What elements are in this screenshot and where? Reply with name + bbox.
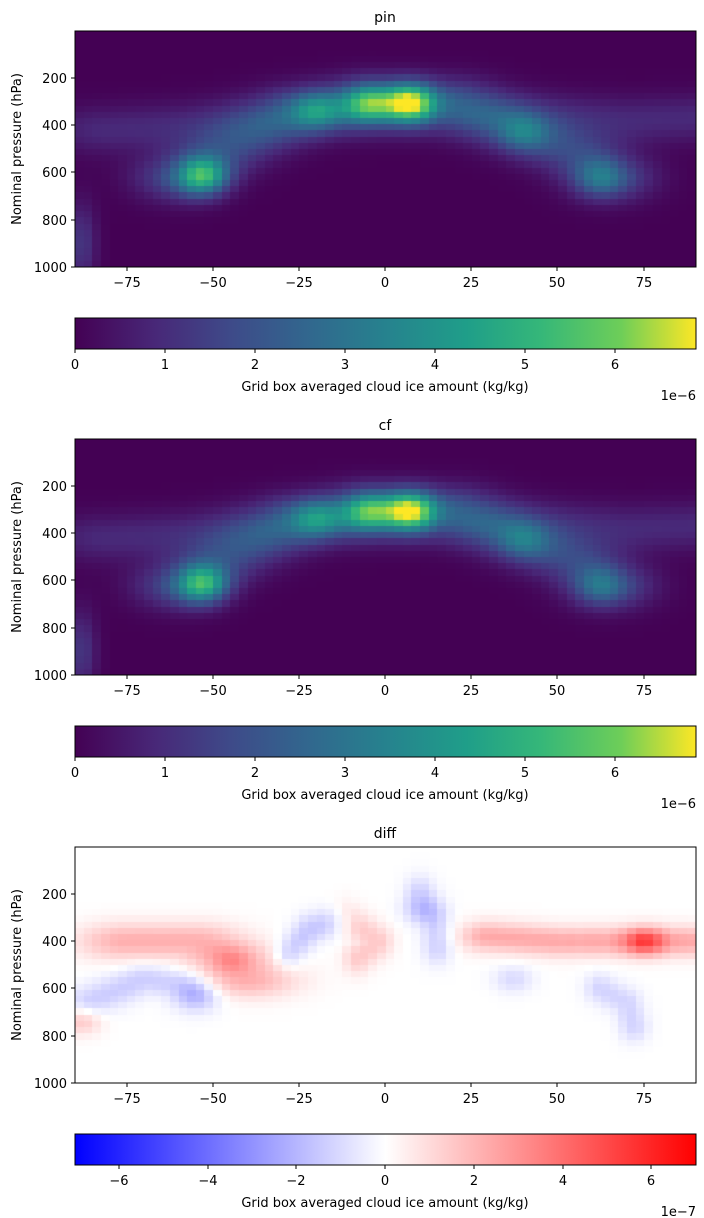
colorbar-multiplier: 1e−7 <box>661 1205 696 1218</box>
x-tick-label: 25 <box>463 684 480 699</box>
x-tick-label: −25 <box>285 684 312 699</box>
heatmap-image <box>75 847 696 1083</box>
colorbar-tick-label: 5 <box>521 766 529 781</box>
y-tick-label: 400 <box>42 527 67 542</box>
x-tick-label: −50 <box>199 1092 226 1107</box>
colorbar-label: Grid box averaged cloud ice amount (kg/k… <box>241 788 528 803</box>
x-tick-label: 25 <box>463 1092 480 1107</box>
panel-pin: pin −75 −50 −25 0 25 50 75 200 400 <box>10 10 697 404</box>
colorbar-tick-label: 0 <box>381 1174 389 1189</box>
y-tick-label: 600 <box>42 166 67 181</box>
y-tick-label: 800 <box>42 1030 67 1045</box>
colorbar-tick-label: −6 <box>109 1174 128 1189</box>
colorbar-tick-label: −4 <box>198 1174 217 1189</box>
y-tick-label: 1000 <box>34 669 67 684</box>
x-tick-label: 50 <box>549 684 566 699</box>
x-tick-label: −50 <box>199 684 226 699</box>
y-axis-label: Nominal pressure (hPa) <box>10 481 25 633</box>
colorbar-multiplier: 1e−6 <box>661 389 696 404</box>
x-tick-label: −75 <box>113 684 140 699</box>
x-ticks: −75 −50 −25 0 25 50 75 <box>113 1083 652 1107</box>
y-tick-label: 1000 <box>34 1077 67 1092</box>
colorbar-tick-label: 2 <box>251 358 259 373</box>
colorbar-tick-label: 5 <box>521 358 529 373</box>
x-tick-label: −50 <box>199 276 226 291</box>
colorbar-frame <box>74 317 697 350</box>
y-tick-label: 200 <box>42 888 67 903</box>
panel-title: diff <box>374 826 397 842</box>
colorbar-tick-label: 4 <box>431 358 439 373</box>
colorbar-tick-label: 1 <box>161 766 169 781</box>
colorbar-frame <box>74 725 697 758</box>
panel-title: pin <box>374 10 396 26</box>
x-tick-label: −75 <box>113 276 140 291</box>
x-ticks: −75 −50 −25 0 25 50 75 <box>113 267 652 291</box>
y-tick-label: 600 <box>42 982 67 997</box>
colorbar-label: Grid box averaged cloud ice amount (kg/k… <box>241 1196 528 1211</box>
y-tick-label: 800 <box>42 214 67 229</box>
colorbar-label: Grid box averaged cloud ice amount (kg/k… <box>241 380 528 395</box>
y-tick-label: 200 <box>42 72 67 87</box>
colorbar-multiplier: 1e−6 <box>661 797 696 812</box>
colorbar: −6 −4 −2 0 2 4 6 Grid box averaged cloud… <box>74 1133 697 1218</box>
y-ticks: 200 400 600 800 1000 <box>34 480 75 684</box>
y-axis-label: Nominal pressure (hPa) <box>10 889 25 1041</box>
y-ticks: 200 400 600 800 1000 <box>34 888 75 1092</box>
y-tick-label: 600 <box>42 574 67 589</box>
panel-title: cf <box>379 418 393 434</box>
x-tick-label: −25 <box>285 1092 312 1107</box>
colorbar-tick-label: 1 <box>161 358 169 373</box>
colorbar-tick-label: 3 <box>341 766 349 781</box>
y-tick-label: 1000 <box>34 261 67 276</box>
colorbar-tick-label: 0 <box>71 766 79 781</box>
x-tick-label: 75 <box>636 684 653 699</box>
panel-cf: cf −75 −50 −25 0 25 50 75 200 400 <box>10 418 697 812</box>
x-tick-label: 0 <box>381 276 389 291</box>
x-tick-label: 0 <box>381 1092 389 1107</box>
colorbar-tick-label: 2 <box>470 1174 478 1189</box>
heatmap-image <box>75 439 696 675</box>
colorbar-tick-label: 6 <box>611 766 619 781</box>
colorbar-tick-label: 4 <box>431 766 439 781</box>
y-tick-label: 200 <box>42 480 67 495</box>
colorbar-tick-label: −2 <box>286 1174 305 1189</box>
colorbar: 0 1 2 3 4 5 6 Grid box averaged cloud ic… <box>71 725 697 812</box>
colorbar-tick-label: 0 <box>71 358 79 373</box>
panel-diff: diff −75 −50 −25 0 25 50 75 200 400 <box>10 826 697 1218</box>
colorbar: 0 1 2 3 4 5 6 Grid box averaged cloud ic… <box>71 317 697 404</box>
heatmap-image <box>75 31 696 267</box>
colorbar-tick-label: 4 <box>559 1174 567 1189</box>
colorbar-tick-label: 3 <box>341 358 349 373</box>
y-tick-label: 400 <box>42 935 67 950</box>
colorbar-tick-label: 6 <box>611 358 619 373</box>
x-tick-label: 25 <box>463 276 480 291</box>
x-tick-label: 75 <box>636 1092 653 1107</box>
y-axis-label: Nominal pressure (hPa) <box>10 73 25 225</box>
y-tick-label: 800 <box>42 622 67 637</box>
x-tick-label: 50 <box>549 1092 566 1107</box>
x-tick-label: 0 <box>381 684 389 699</box>
colorbar-gradient <box>75 318 696 349</box>
colorbar-tick-label: 6 <box>647 1174 655 1189</box>
x-tick-label: −25 <box>285 276 312 291</box>
colorbar-tick-label: 2 <box>251 766 259 781</box>
x-tick-label: 75 <box>636 276 653 291</box>
y-tick-label: 400 <box>42 119 67 134</box>
x-tick-label: 50 <box>549 276 566 291</box>
colorbar-gradient <box>75 726 696 757</box>
x-ticks: −75 −50 −25 0 25 50 75 <box>113 675 652 699</box>
y-ticks: 200 400 600 800 1000 <box>34 72 75 276</box>
x-tick-label: −75 <box>113 1092 140 1107</box>
colorbar-gradient <box>75 1134 696 1165</box>
